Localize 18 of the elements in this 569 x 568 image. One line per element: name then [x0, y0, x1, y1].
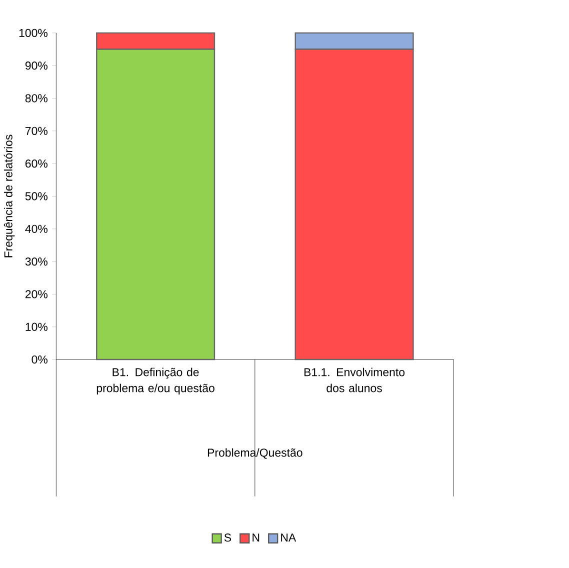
y-tick-label: 100%: [19, 28, 48, 37]
x-tick-label: B1.1. Envolvimento dos alunos: [304, 368, 405, 392]
y-tick-label: 0%: [32, 355, 48, 364]
legend-label: S: [224, 533, 232, 542]
legend-label: N: [252, 533, 260, 542]
y-tick-label: 20%: [25, 290, 48, 298]
y-tick-label: 80%: [25, 94, 48, 102]
y-tick-label: 50%: [25, 192, 48, 200]
y-tick-label: 10%: [26, 322, 48, 331]
x-axis-title: Problema/Questão: [208, 448, 302, 459]
y-tick-label: 60%: [25, 159, 48, 168]
y-axis-title: Frequência de relatórios: [4, 134, 15, 258]
y-tick-label: 40%: [25, 224, 48, 233]
y-tick-label: 90%: [25, 61, 48, 70]
y-tick-label: 70%: [26, 126, 48, 135]
legend-label: NA: [281, 533, 296, 542]
x-tick-label: B1. Definição de problema e/ou questão: [96, 368, 214, 394]
y-tick-label: 30%: [25, 257, 48, 266]
